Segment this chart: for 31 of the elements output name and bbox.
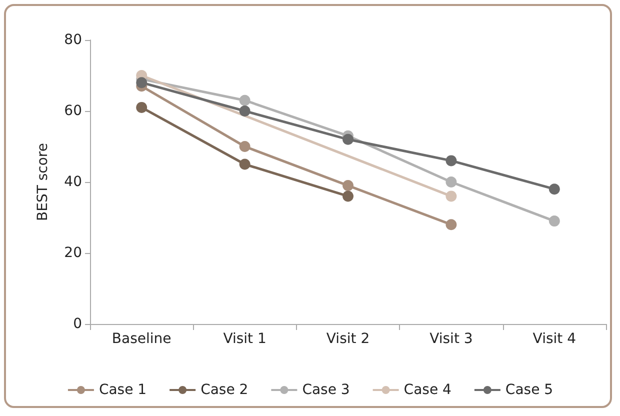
point xyxy=(342,180,354,192)
y-tick-label: 60 xyxy=(64,103,82,119)
point xyxy=(548,184,560,195)
point xyxy=(239,141,250,152)
point xyxy=(342,190,354,202)
point xyxy=(446,176,457,188)
x-tick-label: Visit 3 xyxy=(430,331,473,347)
point xyxy=(446,219,457,230)
point xyxy=(239,106,250,116)
point xyxy=(446,190,457,202)
legend-label: Case 2 xyxy=(200,382,248,398)
y-tick-label: 20 xyxy=(64,245,82,261)
x-tick-label: Visit 1 xyxy=(223,331,266,347)
legend-label: Case 4 xyxy=(404,382,452,398)
point xyxy=(548,216,560,227)
x-tick-label: Baseline xyxy=(112,331,172,347)
legend-label: Case 1 xyxy=(98,382,147,398)
y-axis-title: BEST score xyxy=(35,143,51,221)
y-tick-label: 40 xyxy=(64,174,82,190)
x-tick-label: Visit 4 xyxy=(532,331,576,347)
point xyxy=(342,134,354,145)
y-tick-label: 0 xyxy=(73,316,82,332)
point xyxy=(239,158,250,170)
point xyxy=(136,77,148,88)
x-tick-label: Visit 2 xyxy=(326,331,370,347)
y-tick-label: 80 xyxy=(64,32,82,48)
point xyxy=(446,155,457,166)
legend-label: Case 5 xyxy=(505,382,554,398)
point xyxy=(239,94,250,106)
legend-label: Case 3 xyxy=(302,382,350,398)
point xyxy=(136,102,148,113)
